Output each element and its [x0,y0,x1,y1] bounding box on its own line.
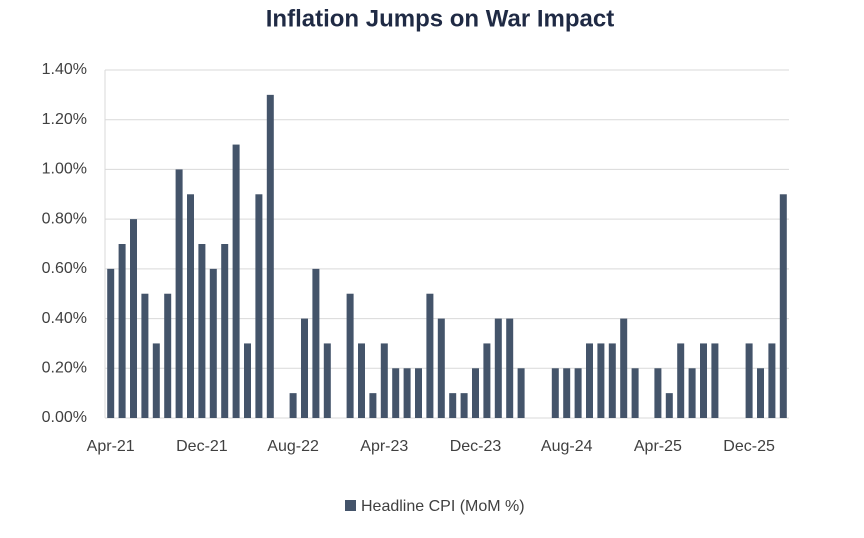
x-tick-label: Aug-22 [267,438,319,455]
legend-label: Headline CPI (MoM %) [361,498,525,515]
x-tick-label: Dec-23 [450,438,502,455]
y-tick-label: 0.80% [42,210,87,227]
y-tick-label: 0.00% [42,409,87,426]
bar [779,194,787,418]
x-tick-label: Aug-24 [541,438,593,455]
y-tick-label: 0.40% [42,310,87,327]
bar [574,368,582,418]
x-tick-label: Apr-23 [360,438,408,455]
bar [711,343,719,418]
bar [586,343,593,418]
bar [107,268,115,418]
y-tick-label: 1.00% [42,161,87,178]
bar [745,343,753,418]
bar [449,393,457,418]
x-tick-label: Dec-21 [176,438,228,455]
bar [130,219,137,418]
bar [301,318,308,418]
bar [346,293,354,418]
bar [266,94,274,418]
bar [437,318,445,418]
bar [608,343,616,418]
bar [620,318,628,418]
bar [221,244,229,418]
y-tick-label: 1.20% [42,111,87,128]
bar [392,368,400,418]
y-tick-label: 0.60% [42,260,87,277]
bar [289,393,297,418]
bar [506,318,514,418]
bar [118,244,126,418]
bar [141,293,149,418]
bar [460,393,468,418]
bar [198,244,206,418]
bar [677,343,685,418]
legend-swatch [345,500,356,511]
bar [175,169,183,418]
y-tick-label: 1.40% [42,61,87,78]
bar [415,368,422,418]
bar [164,293,172,418]
bar [688,368,696,418]
bar [152,343,160,418]
bar [187,194,194,418]
bar [232,144,240,419]
bar [597,343,605,418]
bar [665,393,673,418]
bar [517,368,525,418]
bar [244,343,251,418]
x-tick-label: Dec-25 [723,438,775,455]
bar [768,343,776,418]
x-tick-label: Apr-25 [634,438,682,455]
chart-title: Inflation Jumps on War Impact [266,5,614,32]
bar [494,318,502,418]
bar [563,368,571,418]
bar [483,343,491,418]
bar [426,293,434,418]
bar [700,343,707,418]
bar [472,368,479,418]
bar [209,268,217,418]
bar [255,194,263,418]
bar [380,343,388,418]
bar [654,368,662,418]
bar [551,368,559,418]
x-tick-label: Apr-21 [87,438,135,455]
y-tick-label: 0.20% [42,360,87,377]
bar [323,343,331,418]
bar [403,368,411,418]
bar [358,343,365,418]
bar [631,368,639,418]
bar [757,368,764,418]
bar [369,393,377,418]
bar [312,268,320,418]
